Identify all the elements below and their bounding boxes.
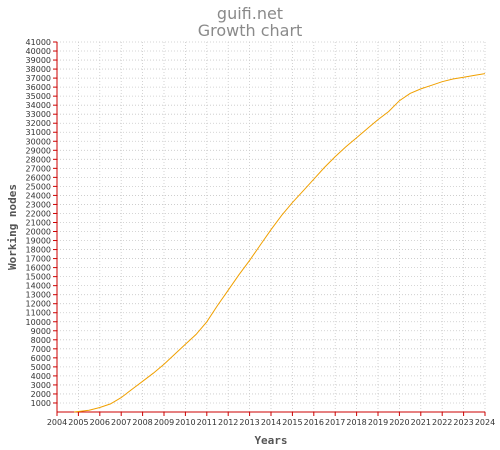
y-tick-label: 9000 [31,327,51,336]
y-tick-label: 32000 [26,119,51,128]
x-tick-label: 2020 [389,418,409,427]
x-tick-label: 2005 [68,418,88,427]
y-tick-label: 20000 [26,228,51,237]
y-tick-label: 19000 [26,237,51,246]
y-tick-label: 31000 [26,128,51,137]
x-tick-label: 2010 [175,418,195,427]
y-tick-label: 18000 [26,246,51,255]
y-tick-label: 17000 [26,255,51,264]
y-tick-label: 7000 [31,345,51,354]
y-tick-label: 41000 [26,38,51,47]
y-tick-label: 38000 [26,65,51,74]
x-tick-label: 2016 [304,418,324,427]
x-tick-label: 2004 [47,418,67,427]
chart-subtitle: Growth chart [197,21,303,40]
y-tick-label: 13000 [26,291,51,300]
x-axis-label: Years [254,434,287,447]
y-tick-label: 40000 [26,47,51,56]
y-tick-label: 21000 [26,218,51,227]
y-tick-label: 29000 [26,146,51,155]
x-tick-label: 2019 [368,418,388,427]
y-tick-label: 26000 [26,173,51,182]
y-tick-label: 27000 [26,164,51,173]
series-line-0 [74,73,486,413]
x-tick-label: 2018 [346,418,366,427]
x-tick-label: 2011 [197,418,217,427]
x-tick-label: 2021 [411,418,431,427]
y-tick-label: 39000 [26,56,51,65]
x-tick-label: 2023 [453,418,473,427]
y-tick-label: 1000 [31,399,51,408]
x-tick-label: 2017 [325,418,345,427]
x-tick-label: 2008 [132,418,152,427]
y-tick-label: 34000 [26,101,51,110]
y-tick-label: 15000 [26,273,51,282]
y-tick-label: 12000 [26,300,51,309]
x-tick-label: 2013 [239,418,259,427]
x-tick-label: 2024 [475,418,495,427]
x-tick-label: 2007 [111,418,131,427]
chart-title: guifi.net [216,4,284,23]
y-tick-label: 10000 [26,318,51,327]
y-tick-label: 36000 [26,83,51,92]
x-tick-label: 2012 [218,418,238,427]
y-tick-label: 37000 [26,74,51,83]
y-axis-label: Working nodes [6,184,19,270]
x-tick-label: 2022 [432,418,452,427]
y-tick-label: 4000 [31,372,51,381]
y-tick-label: 24000 [26,191,51,200]
x-tick-label: 2006 [90,418,110,427]
y-tick-label: 2000 [31,390,51,399]
x-tick-label: 2009 [154,418,174,427]
y-tick-label: 8000 [31,336,51,345]
y-tick-label: 14000 [26,282,51,291]
y-tick-label: 6000 [31,354,51,363]
y-tick-label: 16000 [26,264,51,273]
y-tick-label: 3000 [31,381,51,390]
x-tick-label: 2015 [282,418,302,427]
y-tick-label: 5000 [31,363,51,372]
y-tick-label: 28000 [26,155,51,164]
y-tick-label: 30000 [26,137,51,146]
y-tick-label: 11000 [26,309,51,318]
y-tick-label: 22000 [26,209,51,218]
x-tick-label: 2014 [261,418,281,427]
y-tick-label: 33000 [26,110,51,119]
y-tick-label: 25000 [26,182,51,191]
y-tick-label: 35000 [26,92,51,101]
y-tick-label: 23000 [26,200,51,209]
